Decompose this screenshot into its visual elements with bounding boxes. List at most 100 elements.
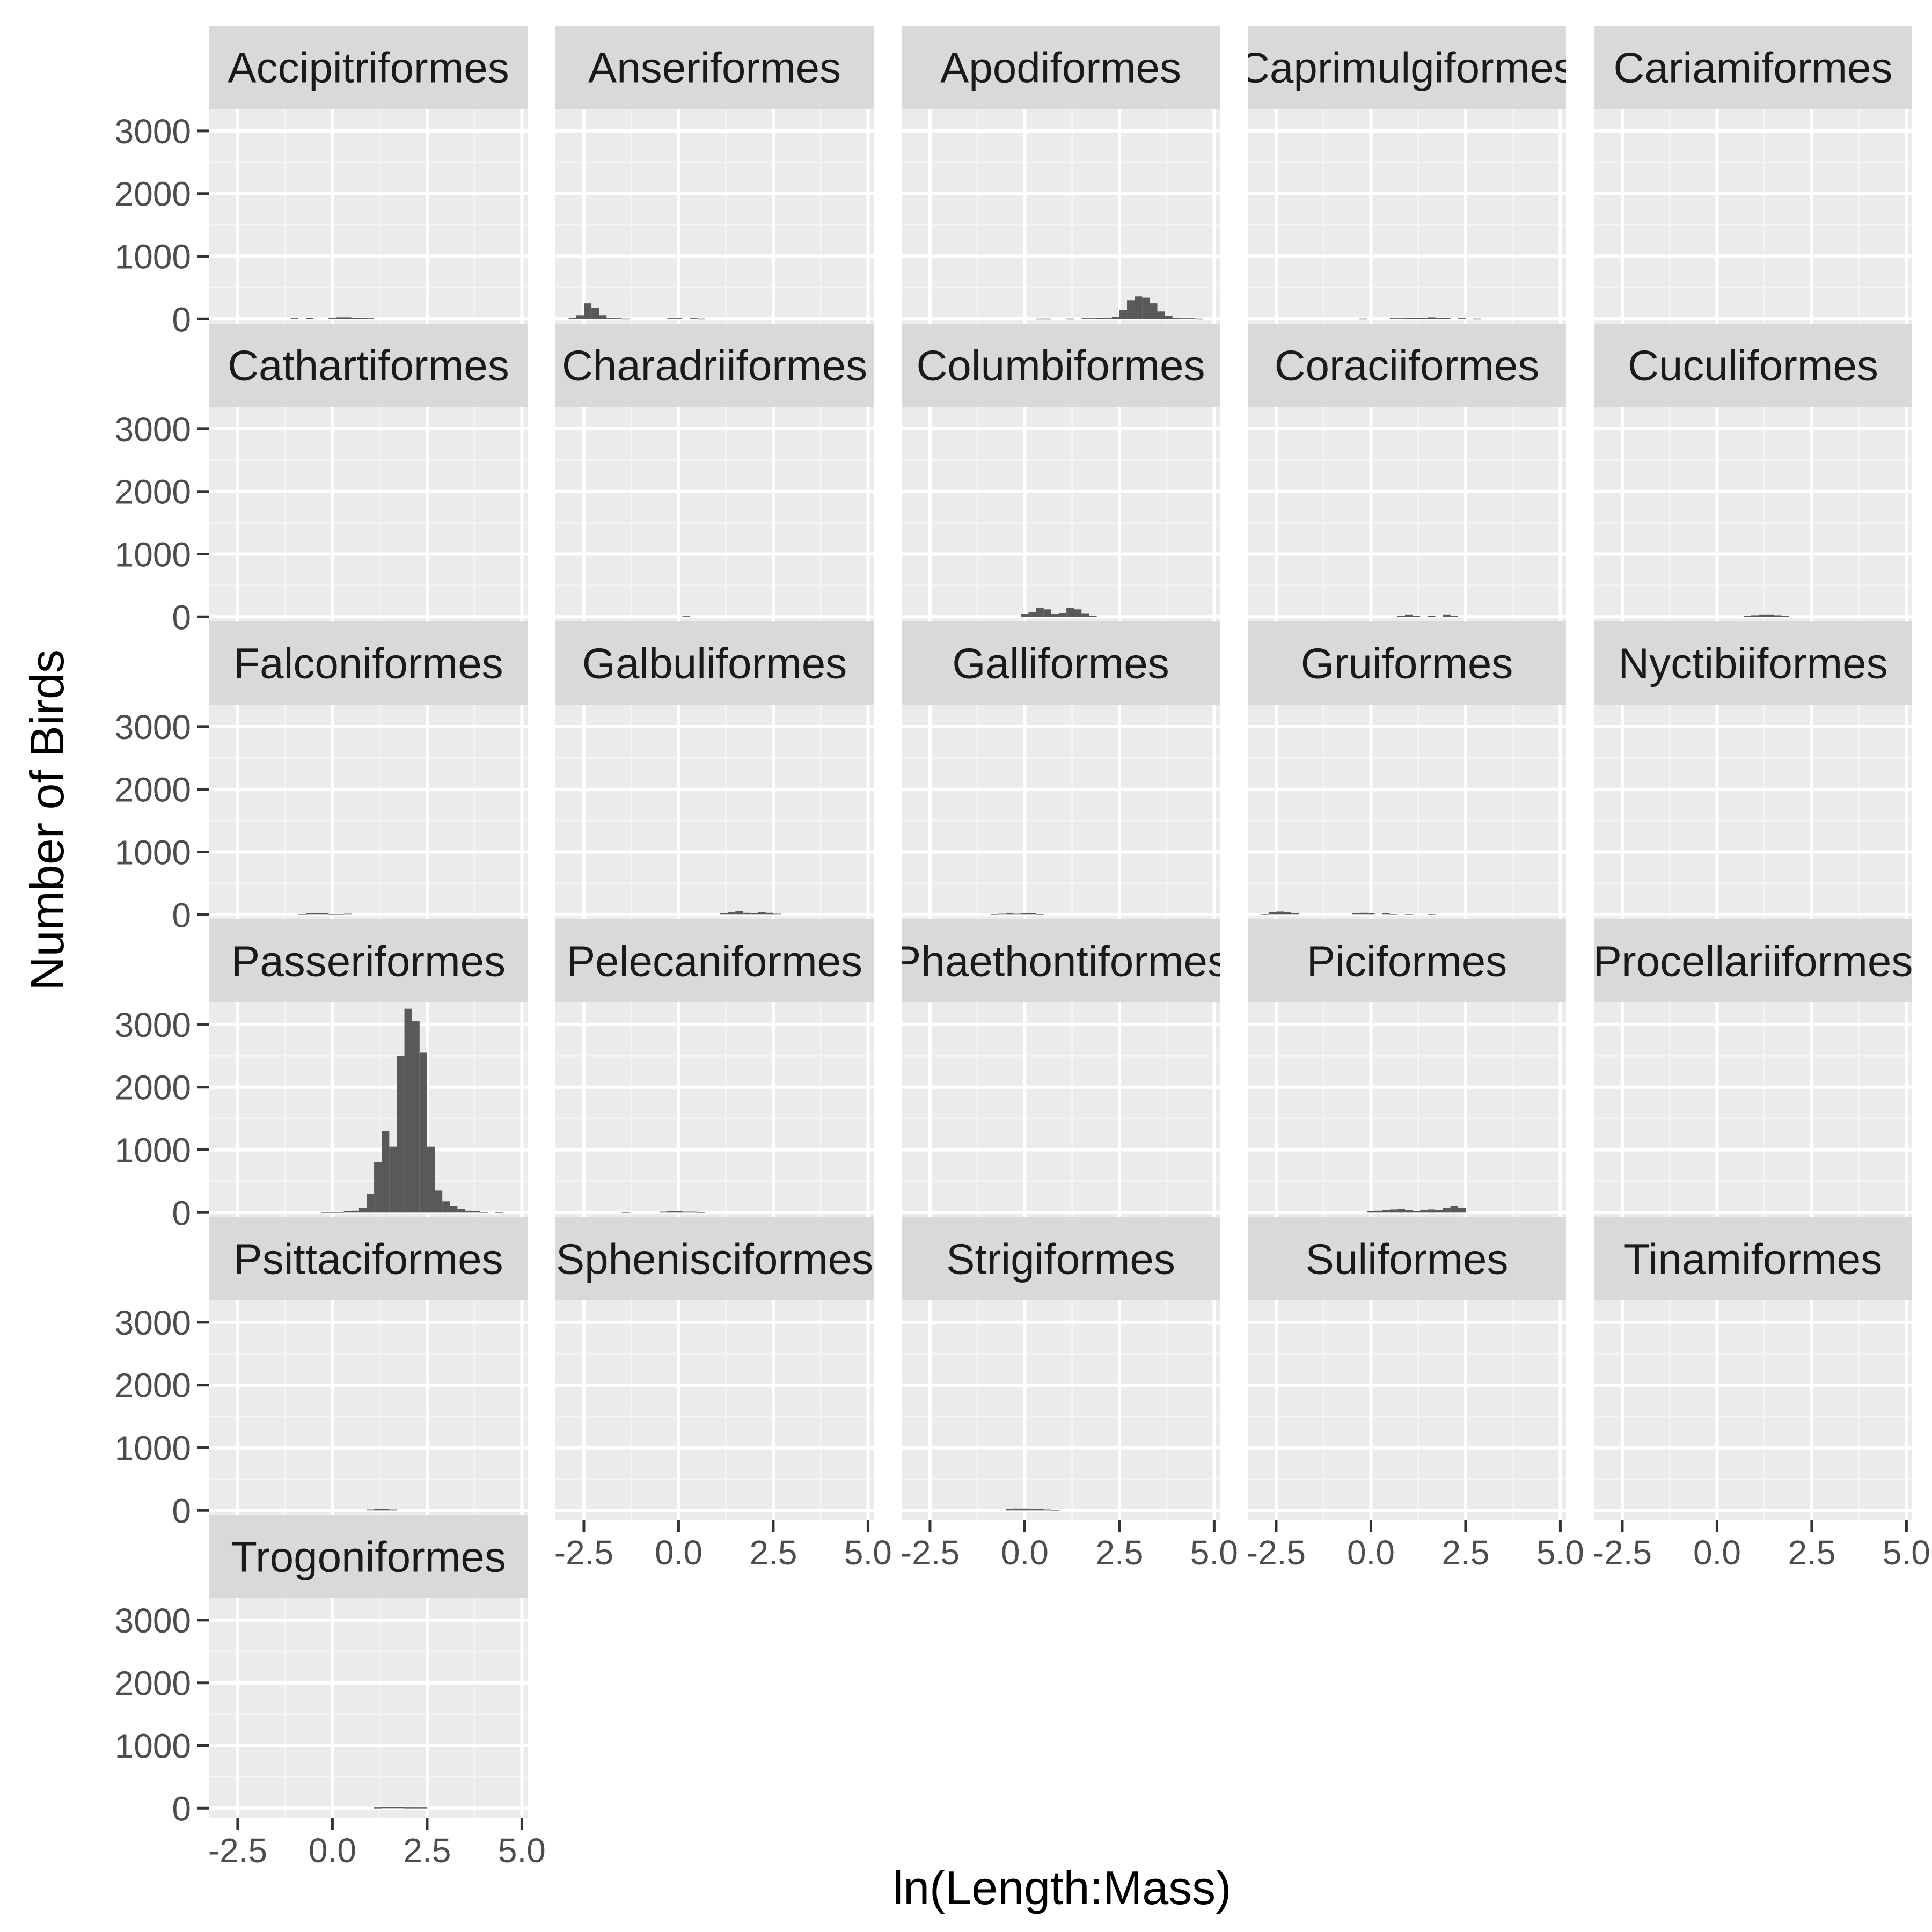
histogram-bar xyxy=(583,303,592,319)
x-tick-label: 0.0 xyxy=(309,1831,356,1870)
facet-procellariiformes: Procellariiformes xyxy=(1593,919,1913,1223)
histogram-bar xyxy=(442,1201,450,1213)
histogram-bar xyxy=(1043,1509,1051,1511)
facet-strip xyxy=(1248,1217,1566,1300)
histogram-bar xyxy=(773,913,781,915)
panel-background xyxy=(1248,1300,1566,1520)
x-axis: -2.5 0.0 2.5 5.0 xyxy=(901,1520,1238,1572)
panel-background xyxy=(1248,1002,1566,1223)
facet-strip-label: Tinamiformes xyxy=(1624,1235,1883,1283)
histogram-bar xyxy=(404,1008,412,1213)
histogram-bar xyxy=(621,1212,630,1213)
histogram-bars xyxy=(1021,608,1097,617)
x-tick-label: 5.0 xyxy=(1190,1533,1238,1572)
histogram-bar xyxy=(1359,912,1367,915)
facet-caprimulgiformes: Caprimulgiformes xyxy=(1248,26,1566,329)
histogram-bar xyxy=(667,1211,675,1213)
histogram-bar xyxy=(697,318,705,320)
histogram-bar xyxy=(382,1509,390,1511)
histogram-bar xyxy=(1367,1211,1375,1213)
histogram-bar xyxy=(328,317,336,319)
y-tick-label: 0 xyxy=(172,896,191,934)
x-tick-label: 5.0 xyxy=(498,1831,546,1870)
histogram-bars xyxy=(682,616,690,617)
histogram-bar xyxy=(1135,296,1143,319)
histogram-bar xyxy=(1389,1209,1397,1213)
panel-background xyxy=(1594,1300,1912,1520)
histogram-bar xyxy=(404,1807,412,1809)
facet-strip xyxy=(209,919,528,1002)
histogram-bars xyxy=(1006,1508,1059,1511)
facet-cathartiformes: Cathartiformes 0 1000 2000 3000 xyxy=(115,324,528,636)
facet-strip-label: Passeriformes xyxy=(231,938,506,985)
facet-anseriformes: Anseriformes xyxy=(555,26,874,329)
facet-gruiformes: Gruiformes xyxy=(1248,621,1566,925)
histogram-bar xyxy=(1367,913,1375,915)
facet-strip-label: Apodiformes xyxy=(940,44,1181,92)
y-tick-label: 2000 xyxy=(115,1069,191,1107)
histogram-bar xyxy=(1420,1210,1428,1213)
histogram-bar xyxy=(336,1212,344,1213)
y-tick-label: 1000 xyxy=(115,1727,191,1766)
histogram-bar xyxy=(351,317,359,319)
facet-strip-label: Columbiformes xyxy=(917,342,1205,390)
facet-tinamiformes: Tinamiformes -2.5 0.0 2.5 5.0 xyxy=(1593,1217,1930,1572)
facet-strip-label: Coraciiformes xyxy=(1275,342,1539,390)
x-axis: -2.5 0.0 2.5 5.0 xyxy=(554,1520,892,1572)
facet-charadriiformes: Charadriiformes xyxy=(555,324,874,627)
histogram-bar xyxy=(1413,616,1421,617)
histogram-bar xyxy=(1036,1509,1044,1511)
facet-strip-label: Strigiformes xyxy=(946,1235,1175,1283)
histogram-bar xyxy=(1028,913,1036,915)
facet-apodiformes: Apodiformes xyxy=(902,26,1220,329)
histogram-bar xyxy=(990,914,999,915)
histogram-bar xyxy=(568,317,576,319)
histogram-bar xyxy=(435,1190,443,1213)
histogram-bar xyxy=(343,913,352,915)
gridlines xyxy=(209,1002,528,1223)
x-tick-label: 2.5 xyxy=(1441,1533,1489,1572)
histogram-bar xyxy=(389,1807,397,1809)
histogram-bar xyxy=(328,1212,336,1213)
histogram-bar xyxy=(450,1206,458,1213)
histogram-bars xyxy=(1397,614,1458,617)
facet-strip xyxy=(1594,324,1912,407)
histogram-bar xyxy=(321,913,329,915)
facet-strip-label: Procellariiformes xyxy=(1593,938,1913,985)
gridlines xyxy=(1594,407,1912,627)
histogram-bar xyxy=(306,318,314,319)
histogram-bars xyxy=(290,317,375,319)
y-axis-title: Number of Birds xyxy=(20,649,74,991)
histogram-bar xyxy=(1435,317,1443,319)
histogram-bar xyxy=(1397,1209,1405,1213)
histogram-bar xyxy=(1420,317,1428,319)
histogram-bar xyxy=(1774,615,1782,617)
histogram-bar xyxy=(591,308,599,319)
histogram-bars xyxy=(1359,317,1481,320)
histogram-bar xyxy=(457,1209,465,1213)
histogram-bar xyxy=(1743,616,1751,617)
y-tick-label: 3000 xyxy=(115,1006,191,1044)
y-axis: 0 1000 2000 3000 xyxy=(115,112,209,339)
histogram-bar xyxy=(1028,611,1036,617)
y-axis: 0 1000 2000 3000 xyxy=(115,1304,209,1530)
gridlines xyxy=(902,109,1220,329)
facet-strigiformes: Strigiformes -2.5 0.0 2.5 5.0 xyxy=(901,1217,1238,1572)
histogram-bar xyxy=(336,914,344,915)
histogram-bar xyxy=(576,315,584,319)
histogram-bars xyxy=(1036,296,1203,320)
facet-strip-label: Falconiformes xyxy=(233,640,503,687)
panel-background xyxy=(1594,109,1912,329)
histogram-bar xyxy=(1043,318,1051,320)
panel-background xyxy=(1248,109,1566,329)
facet-cariamiformes: Cariamiformes xyxy=(1594,26,1912,329)
histogram-bar xyxy=(1043,609,1051,617)
gridlines xyxy=(902,407,1220,627)
histogram-bar xyxy=(366,1509,375,1511)
histogram-bar xyxy=(728,912,736,915)
histogram-bar xyxy=(336,317,344,319)
histogram-bar xyxy=(1006,1509,1014,1511)
histogram-bar xyxy=(1781,616,1789,617)
histogram-bar xyxy=(1268,912,1276,915)
